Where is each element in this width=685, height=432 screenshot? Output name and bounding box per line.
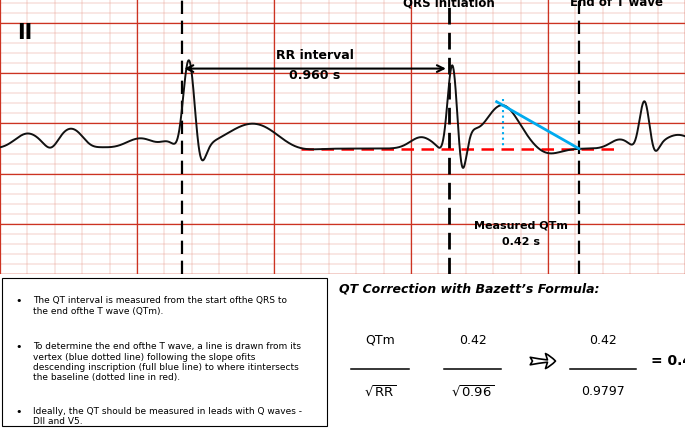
Text: End of T wave: End of T wave — [570, 0, 663, 9]
Text: Measured QTm: Measured QTm — [473, 221, 568, 231]
Text: 0.42 s: 0.42 s — [501, 237, 540, 247]
Text: RR interval: RR interval — [276, 49, 354, 62]
FancyBboxPatch shape — [2, 278, 327, 426]
Text: QRS initiation: QRS initiation — [403, 0, 495, 9]
Text: II: II — [17, 23, 32, 43]
Text: QT Correction with Bazett’s Formula:: QT Correction with Bazett’s Formula: — [339, 282, 599, 295]
Text: QTm: QTm — [365, 334, 395, 347]
Text: •: • — [15, 342, 21, 352]
Text: •: • — [15, 296, 21, 306]
Text: $\sqrt{\mathregular{0.96}}$: $\sqrt{\mathregular{0.96}}$ — [451, 384, 495, 400]
Text: 0.42: 0.42 — [459, 334, 486, 347]
Text: 0.42: 0.42 — [589, 334, 616, 347]
Text: = 0.428: = 0.428 — [651, 354, 685, 368]
Text: Ideally, the QT should be measured in leads with Q waves -
DII and V5.: Ideally, the QT should be measured in le… — [33, 407, 302, 426]
Text: 0.960 s: 0.960 s — [290, 69, 340, 82]
Text: The QT interval is measured from the start ofthe QRS to
the end ofthe T wave (QT: The QT interval is measured from the sta… — [33, 296, 287, 316]
Text: 0.9797: 0.9797 — [581, 384, 625, 398]
Text: $\sqrt{\mathregular{RR}}$: $\sqrt{\mathregular{RR}}$ — [364, 384, 396, 400]
Text: •: • — [15, 407, 21, 417]
Text: To determine the end ofthe T wave, a line is drawn from its
vertex (blue dotted : To determine the end ofthe T wave, a lin… — [33, 342, 301, 382]
